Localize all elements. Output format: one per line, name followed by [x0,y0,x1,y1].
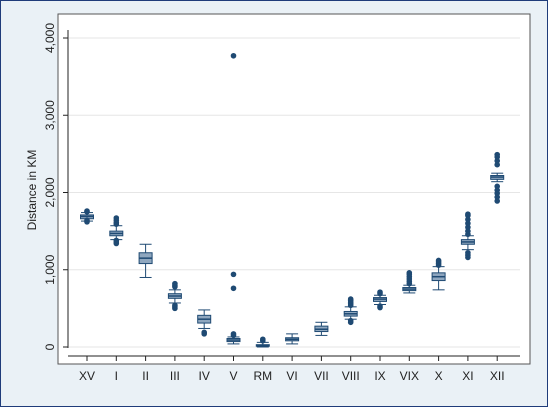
x-tick-label: I [115,369,118,383]
outlier-point [465,220,471,227]
outlier-point [465,216,471,223]
outlier-point [494,151,501,158]
x-tick-label: RM [253,369,272,383]
y-tick-label: 2,000 [43,177,57,207]
axes-layer [63,30,520,361]
outlier-point [113,215,120,221]
outlier-point [260,336,266,343]
box-iv [197,309,212,337]
plot-area [57,13,531,365]
outlier-point [494,194,501,200]
x-tick-label: XII [490,369,505,383]
x-tick-label: VIII [342,369,360,383]
outlier-point [494,198,501,204]
y-tick-label: 3,000 [43,100,57,130]
box-vii [314,321,329,336]
box-xv [80,208,94,225]
outlier-point [494,183,501,190]
marks-layer [80,52,505,348]
outlier-point [113,237,120,244]
outlier-point [347,296,354,302]
box-v [226,52,241,345]
y-tick-label: 4,000 [43,23,57,53]
outlier-point [494,158,501,164]
outlier-point [172,302,178,309]
outlier-point [84,208,90,214]
y-axis-title: Distance in KM [25,150,39,231]
x-tick-label: II [142,369,149,383]
outlier-point [377,289,383,295]
outlier-point [435,257,442,264]
x-tick-label: III [170,369,180,383]
box-i [109,215,124,247]
x-tick-label: VIX [400,369,419,383]
box-xi [460,211,475,261]
outlier-point [230,271,237,278]
grid-layer [69,37,520,348]
outlier-point [201,329,207,336]
box-iii [167,280,182,312]
x-tick-label: IV [199,369,210,383]
box-ii [138,243,153,278]
box-vix [402,270,417,294]
outlier-point [230,331,237,337]
box-rm [255,336,270,348]
outlier-point [84,217,90,224]
outlier-point [465,211,471,217]
outlier-point [465,228,471,234]
outlier-point [230,285,237,292]
box-x [431,257,446,291]
x-tick-label: XI [462,369,473,383]
outlier-point [230,52,237,59]
y-tick-label: 0 [43,343,57,350]
outlier-point [347,317,354,324]
outlier-point [172,280,178,287]
outlier-point [465,249,471,256]
x-tick-label: V [229,369,237,383]
outlier-point [494,161,501,168]
x-tick-label: VII [314,369,329,383]
x-tick-label: IX [374,369,385,383]
outlier-point [465,224,471,231]
outlier-point [494,187,501,193]
box-viii [343,296,358,326]
box-xii [490,151,505,204]
outlier-point [406,270,413,276]
y-tick-label: 1,000 [43,254,57,284]
x-tick-label: XV [79,369,95,383]
box-vi [285,333,300,345]
x-tick-label: VI [286,369,297,383]
box-ix [373,289,387,311]
x-tick-label: X [435,369,443,383]
outlier-point [377,303,383,309]
